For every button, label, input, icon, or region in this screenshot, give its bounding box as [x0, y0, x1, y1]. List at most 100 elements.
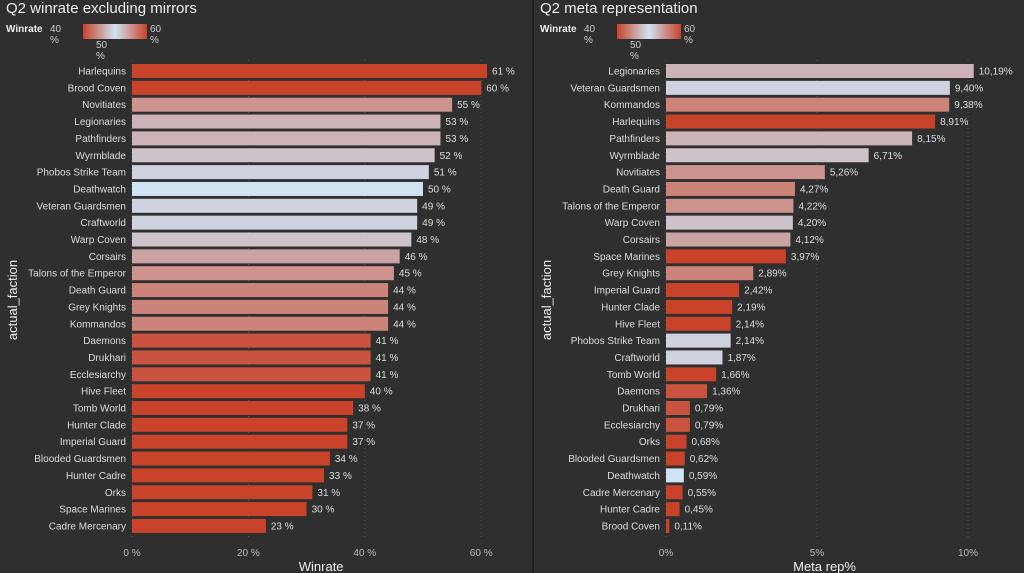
value-label: 1,66%	[721, 370, 749, 381]
x-tick-label: 0%	[659, 548, 674, 559]
bar	[132, 266, 394, 281]
bar	[132, 434, 348, 449]
category-label: Kommandos	[70, 319, 126, 330]
value-label: 0,11%	[674, 521, 702, 532]
category-label: Grey Knights	[602, 269, 660, 280]
value-label: 40 %	[370, 387, 393, 398]
bar	[666, 198, 794, 213]
value-label: 51 %	[434, 168, 457, 179]
legend-max: 60 %	[684, 24, 696, 46]
bar	[132, 131, 441, 146]
bar	[132, 283, 389, 298]
value-label: 41 %	[376, 370, 399, 381]
value-label: 53 %	[445, 134, 468, 145]
category-label: Craftworld	[80, 218, 126, 229]
bar	[132, 384, 365, 399]
category-label: Blooded Guardsmen	[568, 454, 660, 465]
category-label: Deathwatch	[73, 184, 126, 195]
category-label: Harlequins	[612, 117, 660, 128]
meta-chart-panel: Q2 meta representation Winrate 40 % 60 %…	[532, 0, 1024, 573]
legend-max: 60 %	[150, 24, 162, 46]
bar	[666, 181, 795, 196]
category-label: Hive Fleet	[615, 319, 660, 330]
bar	[132, 299, 389, 314]
category-label: Deathwatch	[607, 471, 660, 482]
value-label: 4,20%	[798, 218, 826, 229]
category-label: Novitiates	[616, 168, 660, 179]
bar	[132, 502, 307, 517]
legend-mid: 50 %	[630, 40, 642, 62]
bar	[132, 485, 313, 500]
value-label: 6,71%	[874, 151, 902, 162]
value-label: 0,68%	[692, 437, 720, 448]
bar	[666, 350, 723, 365]
category-label: Legionaries	[608, 67, 660, 78]
value-label: 33 %	[329, 471, 352, 482]
value-label: 31 %	[317, 488, 340, 499]
bar	[666, 165, 825, 180]
legend-gradient	[617, 24, 681, 39]
value-label: 8,15%	[917, 134, 945, 145]
value-label: 44 %	[393, 302, 416, 313]
category-label: Wyrmblade	[610, 151, 661, 162]
value-label: 49 %	[422, 218, 445, 229]
bar	[132, 401, 354, 415]
value-label: 4,12%	[795, 235, 823, 246]
value-label: 2,14%	[736, 336, 764, 347]
bar	[132, 333, 371, 348]
value-label: 45 %	[399, 269, 422, 280]
value-label: 2,14%	[736, 319, 764, 330]
category-label: Brood Coven	[68, 83, 126, 94]
bar	[132, 367, 371, 382]
bar	[132, 350, 371, 365]
bar	[132, 148, 435, 163]
value-label: 1,36%	[712, 387, 740, 398]
meta-bar-chart: 0% 5% 10% Legionaries 10,19% Veteran Guardsme…	[539, 60, 1013, 573]
bar	[666, 266, 754, 281]
category-label: Hunter Clade	[67, 420, 126, 431]
category-label: Death Guard	[69, 286, 126, 297]
category-label: Novitiates	[82, 100, 126, 111]
category-label: Ecclesiarchy	[604, 420, 660, 431]
category-label: Orks	[639, 437, 660, 448]
value-label: 44 %	[393, 286, 416, 297]
category-label: Pathfinders	[609, 134, 660, 145]
winrate-bar-chart: 0 % 20 % 40 % 60 % Harlequins 61 % Brood Coven…	[5, 60, 515, 573]
value-label: 37 %	[352, 437, 375, 448]
bar	[132, 316, 389, 331]
category-label: Legionaries	[74, 117, 126, 128]
category-label: Drukhari	[622, 404, 660, 415]
value-label: 4,22%	[798, 201, 826, 212]
value-label: 10,19%	[979, 67, 1013, 78]
bar	[666, 468, 684, 483]
bar	[132, 215, 418, 230]
category-label: Death Guard	[603, 184, 660, 195]
bar	[132, 451, 330, 466]
bar	[666, 384, 708, 399]
category-label: Brood Coven	[602, 521, 660, 532]
bar	[666, 299, 733, 314]
bar	[132, 232, 412, 247]
category-label: Warp Coven	[605, 218, 660, 229]
value-label: 52 %	[440, 151, 463, 162]
bar	[666, 434, 687, 449]
bar	[666, 131, 913, 146]
category-label: Imperial Guard	[594, 286, 660, 297]
category-label: Imperial Guard	[60, 437, 126, 448]
bar	[132, 249, 400, 264]
bar	[666, 417, 690, 432]
category-label: Cadre Mercenary	[583, 488, 660, 499]
bar	[132, 80, 482, 95]
color-legend: Winrate 40 % 60 % 50 %	[540, 24, 695, 62]
x-tick-label: 20 %	[237, 548, 260, 559]
bar	[132, 417, 348, 432]
bar	[666, 316, 731, 331]
category-label: Hive Fleet	[81, 387, 126, 398]
category-label: Warp Coven	[71, 235, 126, 246]
bar	[666, 401, 690, 415]
bar	[666, 485, 683, 500]
value-label: 48 %	[416, 235, 439, 246]
value-label: 46 %	[405, 252, 428, 263]
value-label: 44 %	[393, 319, 416, 330]
category-label: Hunter Cadre	[600, 505, 660, 516]
